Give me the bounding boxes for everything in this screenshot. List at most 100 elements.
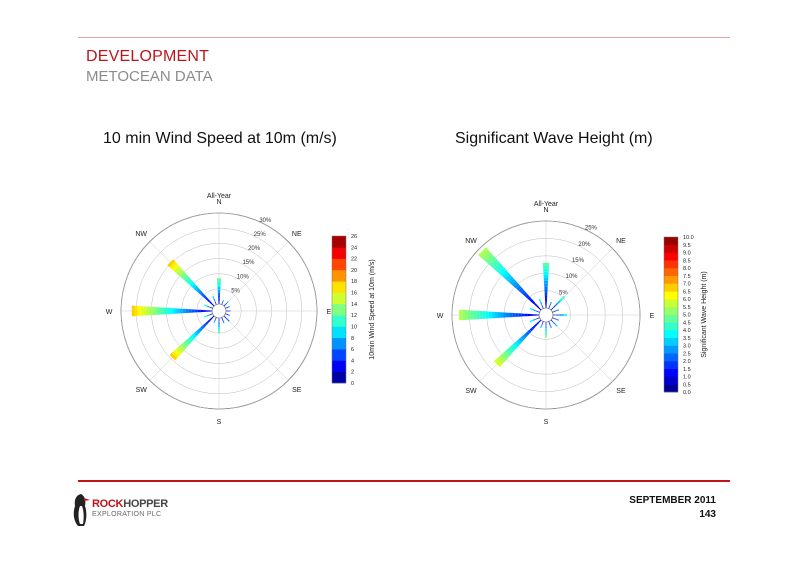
wind-petal-segment [155, 307, 159, 315]
page-title: DEVELOPMENT [86, 48, 210, 65]
wind-petal-segment [180, 343, 187, 350]
wind-petal-segment [140, 306, 144, 316]
wind-petal-segment [222, 321, 225, 324]
wave-colorbar-tick: 3.0 [683, 344, 691, 350]
wave-colorbar-cell [664, 322, 678, 331]
wave-colorbar-cell [664, 237, 678, 246]
wave-petal-segment [531, 325, 536, 330]
wave-petal-segment [561, 314, 565, 316]
wave-petal-segment [564, 314, 567, 316]
wave-colorbar-cell [664, 330, 678, 339]
wave-colorbar-cell [664, 291, 678, 300]
wind-petal-segment [206, 310, 209, 312]
wind-center [211, 303, 227, 319]
wind-petal-segment [169, 352, 178, 361]
wind-petal-segment [203, 304, 208, 307]
wave-colorbar-cell [664, 345, 678, 354]
wind-petal-segment [178, 270, 185, 277]
wave-petal-segment [522, 333, 528, 339]
wave-colorbar-cell [664, 244, 678, 253]
wave-petal-segment [465, 310, 468, 320]
wave-colorbar-tick: 6.5 [683, 289, 691, 295]
wind-petal-segment [196, 288, 201, 293]
wind-petal-segment [171, 350, 180, 359]
wave-petal-segment [545, 331, 547, 335]
wind-direction-label: W [106, 309, 113, 316]
wind-direction-label: SE [292, 387, 302, 394]
wave-colorbar-frame [663, 236, 679, 393]
wind-colorbar-label: 10min Wind Speed at 10m (m/s) [369, 259, 376, 359]
wind-colorbar-cell [332, 247, 346, 259]
wave-radial-tick: 25% [585, 226, 598, 232]
wave-petal-segment [538, 319, 542, 323]
wind-petal-segment [200, 325, 205, 330]
wave-petal-segment [543, 265, 549, 269]
wind-direction-label: NW [135, 231, 147, 238]
wind-colorbar-cell [332, 258, 346, 271]
wave-colorbar-tick: 2.0 [683, 359, 691, 365]
wind-petal-segment [173, 265, 181, 273]
wave-petal-segment [545, 302, 547, 305]
wave-petal-segment [494, 311, 498, 319]
logo-word-1: ROCK [92, 498, 124, 510]
wave-petal-segment [512, 312, 516, 318]
wave-petal-segment [509, 345, 516, 352]
wind-colorbar-cell [332, 337, 346, 350]
wave-petal-segment [509, 312, 513, 318]
page-number: 143 [699, 509, 716, 520]
wind-petal-segment [169, 261, 178, 270]
wave-colorbar-cell [664, 299, 678, 308]
wind-direction-label: N [216, 199, 221, 206]
wave-direction-label: N [543, 207, 548, 214]
wave-petal-segment [545, 322, 547, 326]
wave-petal-segment [543, 268, 549, 272]
wave-petal-segment [496, 357, 504, 365]
wind-petal-segment [187, 279, 193, 285]
wave-colorbar-cell [664, 306, 678, 315]
wind-rose-title: All-Year [207, 193, 232, 200]
wind-petal-segment [218, 321, 220, 325]
footer-rule [78, 480, 730, 482]
wind-petal-segment [217, 281, 221, 284]
wave-radial-tick: 20% [578, 242, 591, 248]
wave-petal-segment [533, 314, 537, 316]
wind-petal-segment [206, 305, 210, 308]
wind-colorbar-tick: 18 [351, 279, 357, 285]
wind-petal-segment [206, 314, 210, 317]
wave-colorbar-cell [664, 384, 678, 393]
wave-petal-segment [543, 274, 549, 278]
wind-petal-segment [193, 285, 199, 291]
wind-petal-segment [211, 303, 215, 307]
wave-petal-segment [479, 311, 483, 319]
wave-petal-segment [525, 294, 530, 299]
wind-petal-segment [226, 313, 229, 316]
logo-subtext: EXPLORATION PLC [92, 511, 162, 518]
wind-petal-segment [134, 305, 138, 317]
wave-petal-segment [553, 314, 556, 316]
wave-petal-segment [511, 280, 518, 287]
wave-petal-segment [527, 313, 531, 317]
wind-colorbar-cell [332, 326, 346, 339]
wind-colorbar-cell [332, 292, 346, 305]
wave-petal-segment [552, 321, 556, 325]
wind-petal-segment [229, 310, 231, 312]
wave-direction-label: SW [465, 388, 477, 395]
wind-colorbar-tick: 26 [351, 234, 357, 240]
wave-colorbar-tick: 7.0 [683, 282, 691, 288]
wave-petal-segment [556, 309, 560, 311]
wave-petal-segment [554, 310, 557, 312]
wave-petal-segment [536, 305, 540, 309]
wave-petal-segment [518, 287, 524, 293]
wave-colorbar-cell [664, 283, 678, 292]
wave-colorbar-tick: 5.0 [683, 313, 691, 319]
wave-petal-segment [552, 311, 555, 313]
wave-direction-label: W [437, 313, 444, 320]
wind-petal-segment [179, 308, 183, 314]
wind-petal-segment [226, 301, 229, 304]
wind-colorbar-cell [332, 349, 346, 361]
wind-petal-segment [178, 345, 185, 352]
wave-petal-segment [538, 307, 542, 311]
wave-direction-label: S [544, 419, 549, 426]
wave-colorbar-tick: 8.5 [683, 258, 691, 264]
wave-direction-label: E [650, 313, 655, 320]
